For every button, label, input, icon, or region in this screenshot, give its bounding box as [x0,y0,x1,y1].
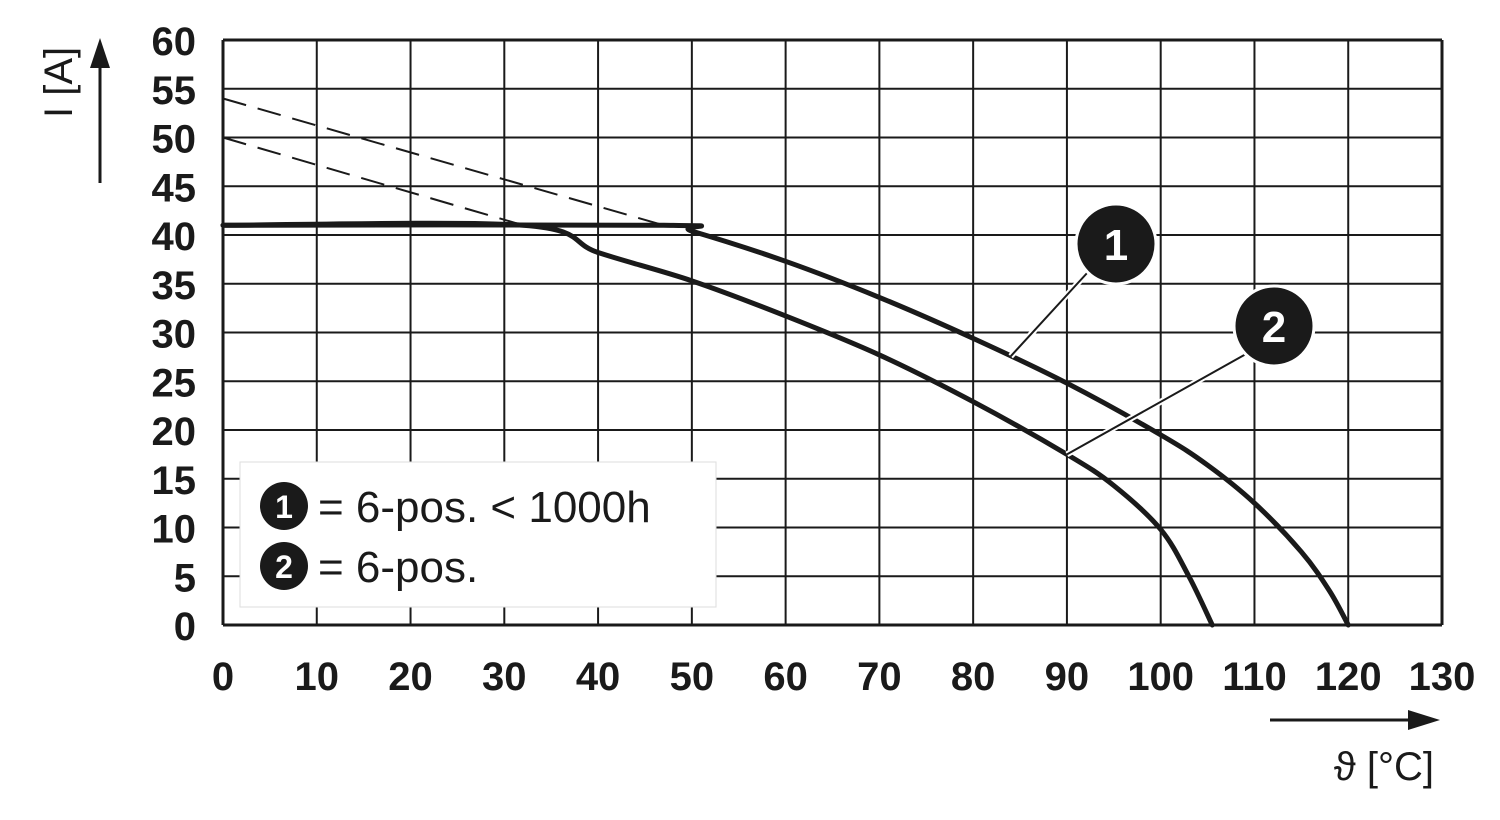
legend-marker-2-icon [260,542,308,590]
x-tick-label: 130 [1409,655,1476,699]
callout-2: 2 [1065,284,1316,457]
y-tick-label: 55 [152,69,197,113]
callout-marker-icon [1232,284,1316,368]
callout-leader-line [1066,353,1247,456]
legend-marker-1-icon [260,482,308,530]
x-axis-arrow-head [1408,710,1440,730]
x-tick-label: 20 [388,655,433,699]
y-axis-arrow-head [90,38,110,68]
y-axis-title: I [A] [37,47,81,118]
y-axis-title-group: I [A] [37,38,110,183]
x-tick-label: 50 [670,655,715,699]
x-axis-title: ϑ [°C] [1334,745,1434,789]
legend-entry-1: 1 = 6-pos. < 1000h [260,482,651,532]
series-line-2 [220,220,1215,628]
grid [221,38,1444,627]
callout-marker-icon [1074,202,1158,286]
x-tick-label: 110 [1222,655,1287,699]
legend-marker-2-label: 2 [275,549,293,585]
y-tick-label: 15 [152,459,197,503]
dashed-extension-line [222,97,664,227]
x-tick-label: 0 [212,655,234,699]
dashed-extensions [222,97,664,227]
series-line-1 [220,222,1351,628]
curves [220,220,1351,628]
y-tick-label: 30 [152,313,197,357]
y-tick-label: 50 [152,118,197,162]
x-tick-label: 30 [482,655,527,699]
callout-marker-label: 2 [1262,303,1286,352]
y-tick-label: 20 [152,410,197,454]
y-tick-label: 35 [152,264,197,308]
legend-marker-1-label: 1 [275,489,293,525]
legend-box [239,461,717,608]
callout-leader-line [1009,271,1089,357]
y-tick-label: 60 [152,20,197,64]
callout-1: 1 [1008,202,1158,359]
y-tick-label: 40 [152,215,197,259]
x-tick-label: 70 [857,655,902,699]
x-tick-label: 90 [1045,655,1090,699]
x-tick-label: 80 [951,655,996,699]
x-tick-label: 100 [1127,655,1194,699]
x-tick-labels: 0 10 20 30 40 50 60 70 80 90 100 110 120 130 [212,655,1476,699]
legend-text-1: = 6-pos. < 1000h [318,483,651,532]
legend-text-2: = 6-pos. [318,543,478,592]
x-tick-label: 120 [1315,655,1382,699]
x-tick-label: 40 [576,655,621,699]
x-tick-label: 10 [295,655,340,699]
legend-entry-2: 2 = 6-pos. [260,542,478,592]
y-tick-label: 25 [152,361,197,405]
y-tick-label: 5 [174,556,196,600]
x-axis-title-group: ϑ [°C] [1270,710,1440,789]
y-tick-label: 0 [174,605,196,649]
legend: 1 = 6-pos. < 1000h 2 = 6-pos. [239,461,717,608]
x-tick-label: 60 [763,655,808,699]
y-tick-label: 45 [152,166,197,210]
callout-marker-label: 1 [1104,221,1128,270]
y-tick-label: 10 [152,508,197,552]
callouts: 12 [1008,202,1316,457]
dashed-extension-line [222,136,524,227]
